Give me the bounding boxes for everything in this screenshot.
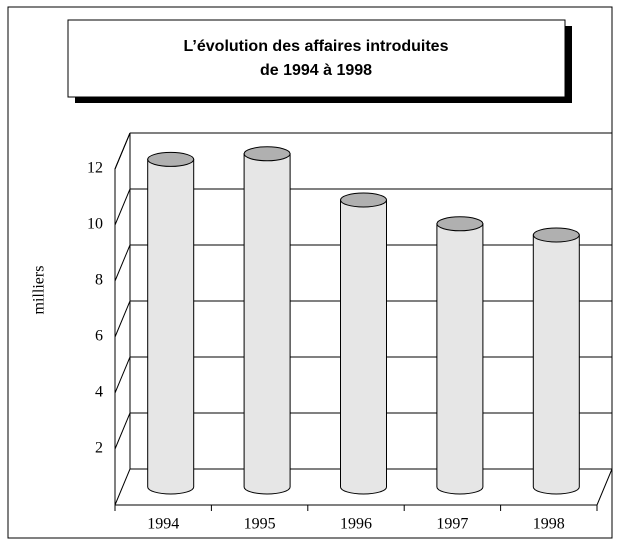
y-tick-label: 2 [95, 440, 103, 457]
cylinder-top [243, 146, 291, 162]
x-tick-label: 1996 [340, 516, 372, 533]
y-axis-label: milliers [31, 266, 48, 315]
y-tick-label: 12 [87, 160, 103, 177]
floor-left [114, 468, 131, 506]
y-tick-label: 4 [95, 384, 103, 401]
floor-right [596, 468, 613, 506]
cylinder-top [147, 151, 195, 167]
y-tick-label: 6 [95, 328, 103, 345]
y-tick-label: 8 [95, 272, 103, 289]
y-tick [114, 356, 131, 394]
x-tick-label: 1995 [244, 516, 276, 533]
cylinder-top [340, 192, 387, 208]
y-tick [114, 188, 131, 226]
y-tick-label: 10 [87, 216, 103, 233]
cylinder [436, 223, 484, 495]
cylinder [340, 199, 387, 495]
y-tick [114, 244, 131, 282]
y-tick [114, 132, 131, 170]
y-tick [114, 300, 131, 338]
chart-subtitle: de 1994 à 1998 [260, 62, 372, 79]
cylinder-top [436, 216, 484, 232]
x-tick-label: 1994 [147, 516, 179, 533]
title-box [67, 19, 566, 98]
cylinder-top [532, 227, 580, 243]
cylinder [147, 158, 195, 495]
chart-title: L’évolution des affaires introduites [184, 38, 449, 55]
plot: 2 4 6 8 10 12 1994 1995 1996 1997 1998 [87, 132, 613, 533]
cylinder [243, 153, 291, 495]
y-tick [114, 412, 131, 450]
x-tick-label: 1998 [533, 516, 565, 533]
x-tick-label: 1997 [436, 516, 468, 533]
cylinder [532, 234, 580, 495]
